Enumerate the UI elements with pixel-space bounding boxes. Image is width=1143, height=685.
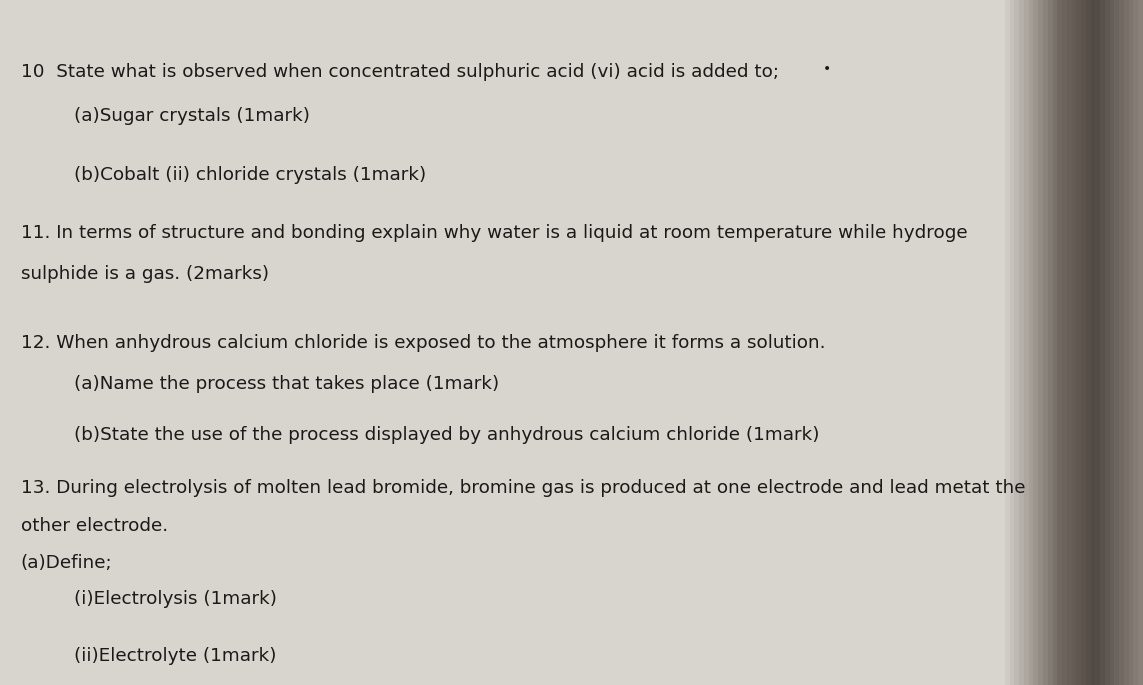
Bar	[1033, 0, 1039, 685]
Text: 12. When anhydrous calcium chloride is exposed to the atmosphere it forms a solu: 12. When anhydrous calcium chloride is e…	[21, 334, 825, 351]
Text: (a)Define;: (a)Define;	[21, 554, 112, 572]
Bar	[1105, 0, 1111, 685]
Bar	[1110, 0, 1116, 685]
Bar	[1015, 0, 1021, 685]
Bar	[1119, 0, 1125, 685]
Bar	[1042, 0, 1049, 685]
Bar	[1038, 0, 1045, 685]
Bar	[1062, 0, 1068, 685]
Text: (a)Sugar crystals (1mark): (a)Sugar crystals (1mark)	[74, 108, 310, 125]
Bar	[1020, 0, 1025, 685]
Bar	[1072, 0, 1078, 685]
Bar	[1009, 0, 1015, 685]
Bar	[1129, 0, 1135, 685]
Bar	[1005, 0, 1010, 685]
Bar	[1086, 0, 1092, 685]
Bar	[1081, 0, 1087, 685]
Bar	[1134, 0, 1140, 685]
Text: other electrode.: other electrode.	[21, 517, 168, 535]
Bar	[1053, 0, 1058, 685]
Bar	[1000, 0, 1006, 685]
Text: (b)State the use of the process displayed by anhydrous calcium chloride (1mark): (b)State the use of the process displaye…	[74, 426, 820, 444]
Text: (i)Electrolysis (1mark): (i)Electrolysis (1mark)	[74, 590, 278, 608]
Bar	[1090, 0, 1096, 685]
Bar	[1048, 0, 1054, 685]
Bar	[0, 0, 1000, 685]
Bar	[1057, 0, 1063, 685]
Text: (a)Name the process that takes place (1mark): (a)Name the process that takes place (1m…	[74, 375, 499, 393]
Text: 11. In terms of structure and bonding explain why water is a liquid at room temp: 11. In terms of structure and bonding ex…	[21, 224, 967, 242]
Bar	[1124, 0, 1130, 685]
Text: •: •	[823, 62, 831, 75]
Text: (b)Cobalt (ii) chloride crystals (1mark): (b)Cobalt (ii) chloride crystals (1mark)	[74, 166, 426, 184]
Bar	[1100, 0, 1106, 685]
Text: 10  State what is observed when concentrated sulphuric acid (vi) acid is added t: 10 State what is observed when concentra…	[21, 63, 778, 81]
Bar	[1029, 0, 1034, 685]
Bar	[1066, 0, 1072, 685]
Text: 13. During electrolysis of molten lead bromide, bromine gas is produced at one e: 13. During electrolysis of molten lead b…	[21, 479, 1025, 497]
Text: sulphide is a gas. (2marks): sulphide is a gas. (2marks)	[21, 265, 269, 283]
Bar	[1077, 0, 1082, 685]
Bar	[1114, 0, 1120, 685]
Bar	[1138, 0, 1143, 685]
Bar	[1095, 0, 1102, 685]
Bar	[1024, 0, 1030, 685]
Text: (ii)Electrolyte (1mark): (ii)Electrolyte (1mark)	[74, 647, 277, 665]
